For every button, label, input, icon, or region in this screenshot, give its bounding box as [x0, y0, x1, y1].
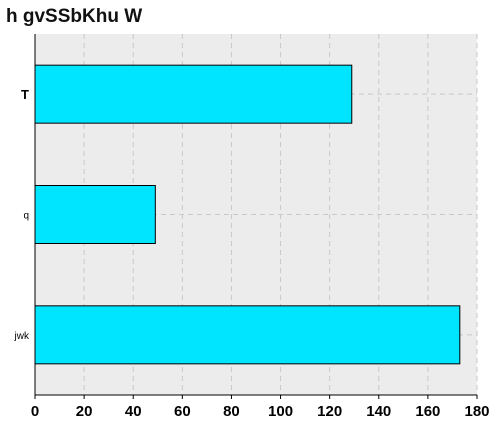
x-tick-label: 60: [174, 403, 191, 420]
y-tick-label: jwk: [14, 331, 30, 342]
y-tick-label: T: [21, 87, 29, 102]
x-tick-label: 40: [125, 403, 142, 420]
bar: [34, 185, 156, 244]
x-tick-label: 20: [76, 403, 93, 420]
x-tick-label: 100: [268, 403, 293, 420]
chart-title: h gvSSbKhu W: [6, 6, 143, 27]
x-tick-label: 160: [415, 403, 440, 420]
bar: [34, 305, 461, 365]
x-tick-label: 80: [223, 403, 240, 420]
bar: [34, 64, 353, 124]
x-tick-label: 120: [317, 403, 342, 420]
x-tick-label: 0: [31, 403, 39, 420]
x-tick-label: 180: [464, 403, 489, 420]
x-tick-label: 140: [366, 403, 391, 420]
y-tick-label: q: [23, 211, 29, 222]
